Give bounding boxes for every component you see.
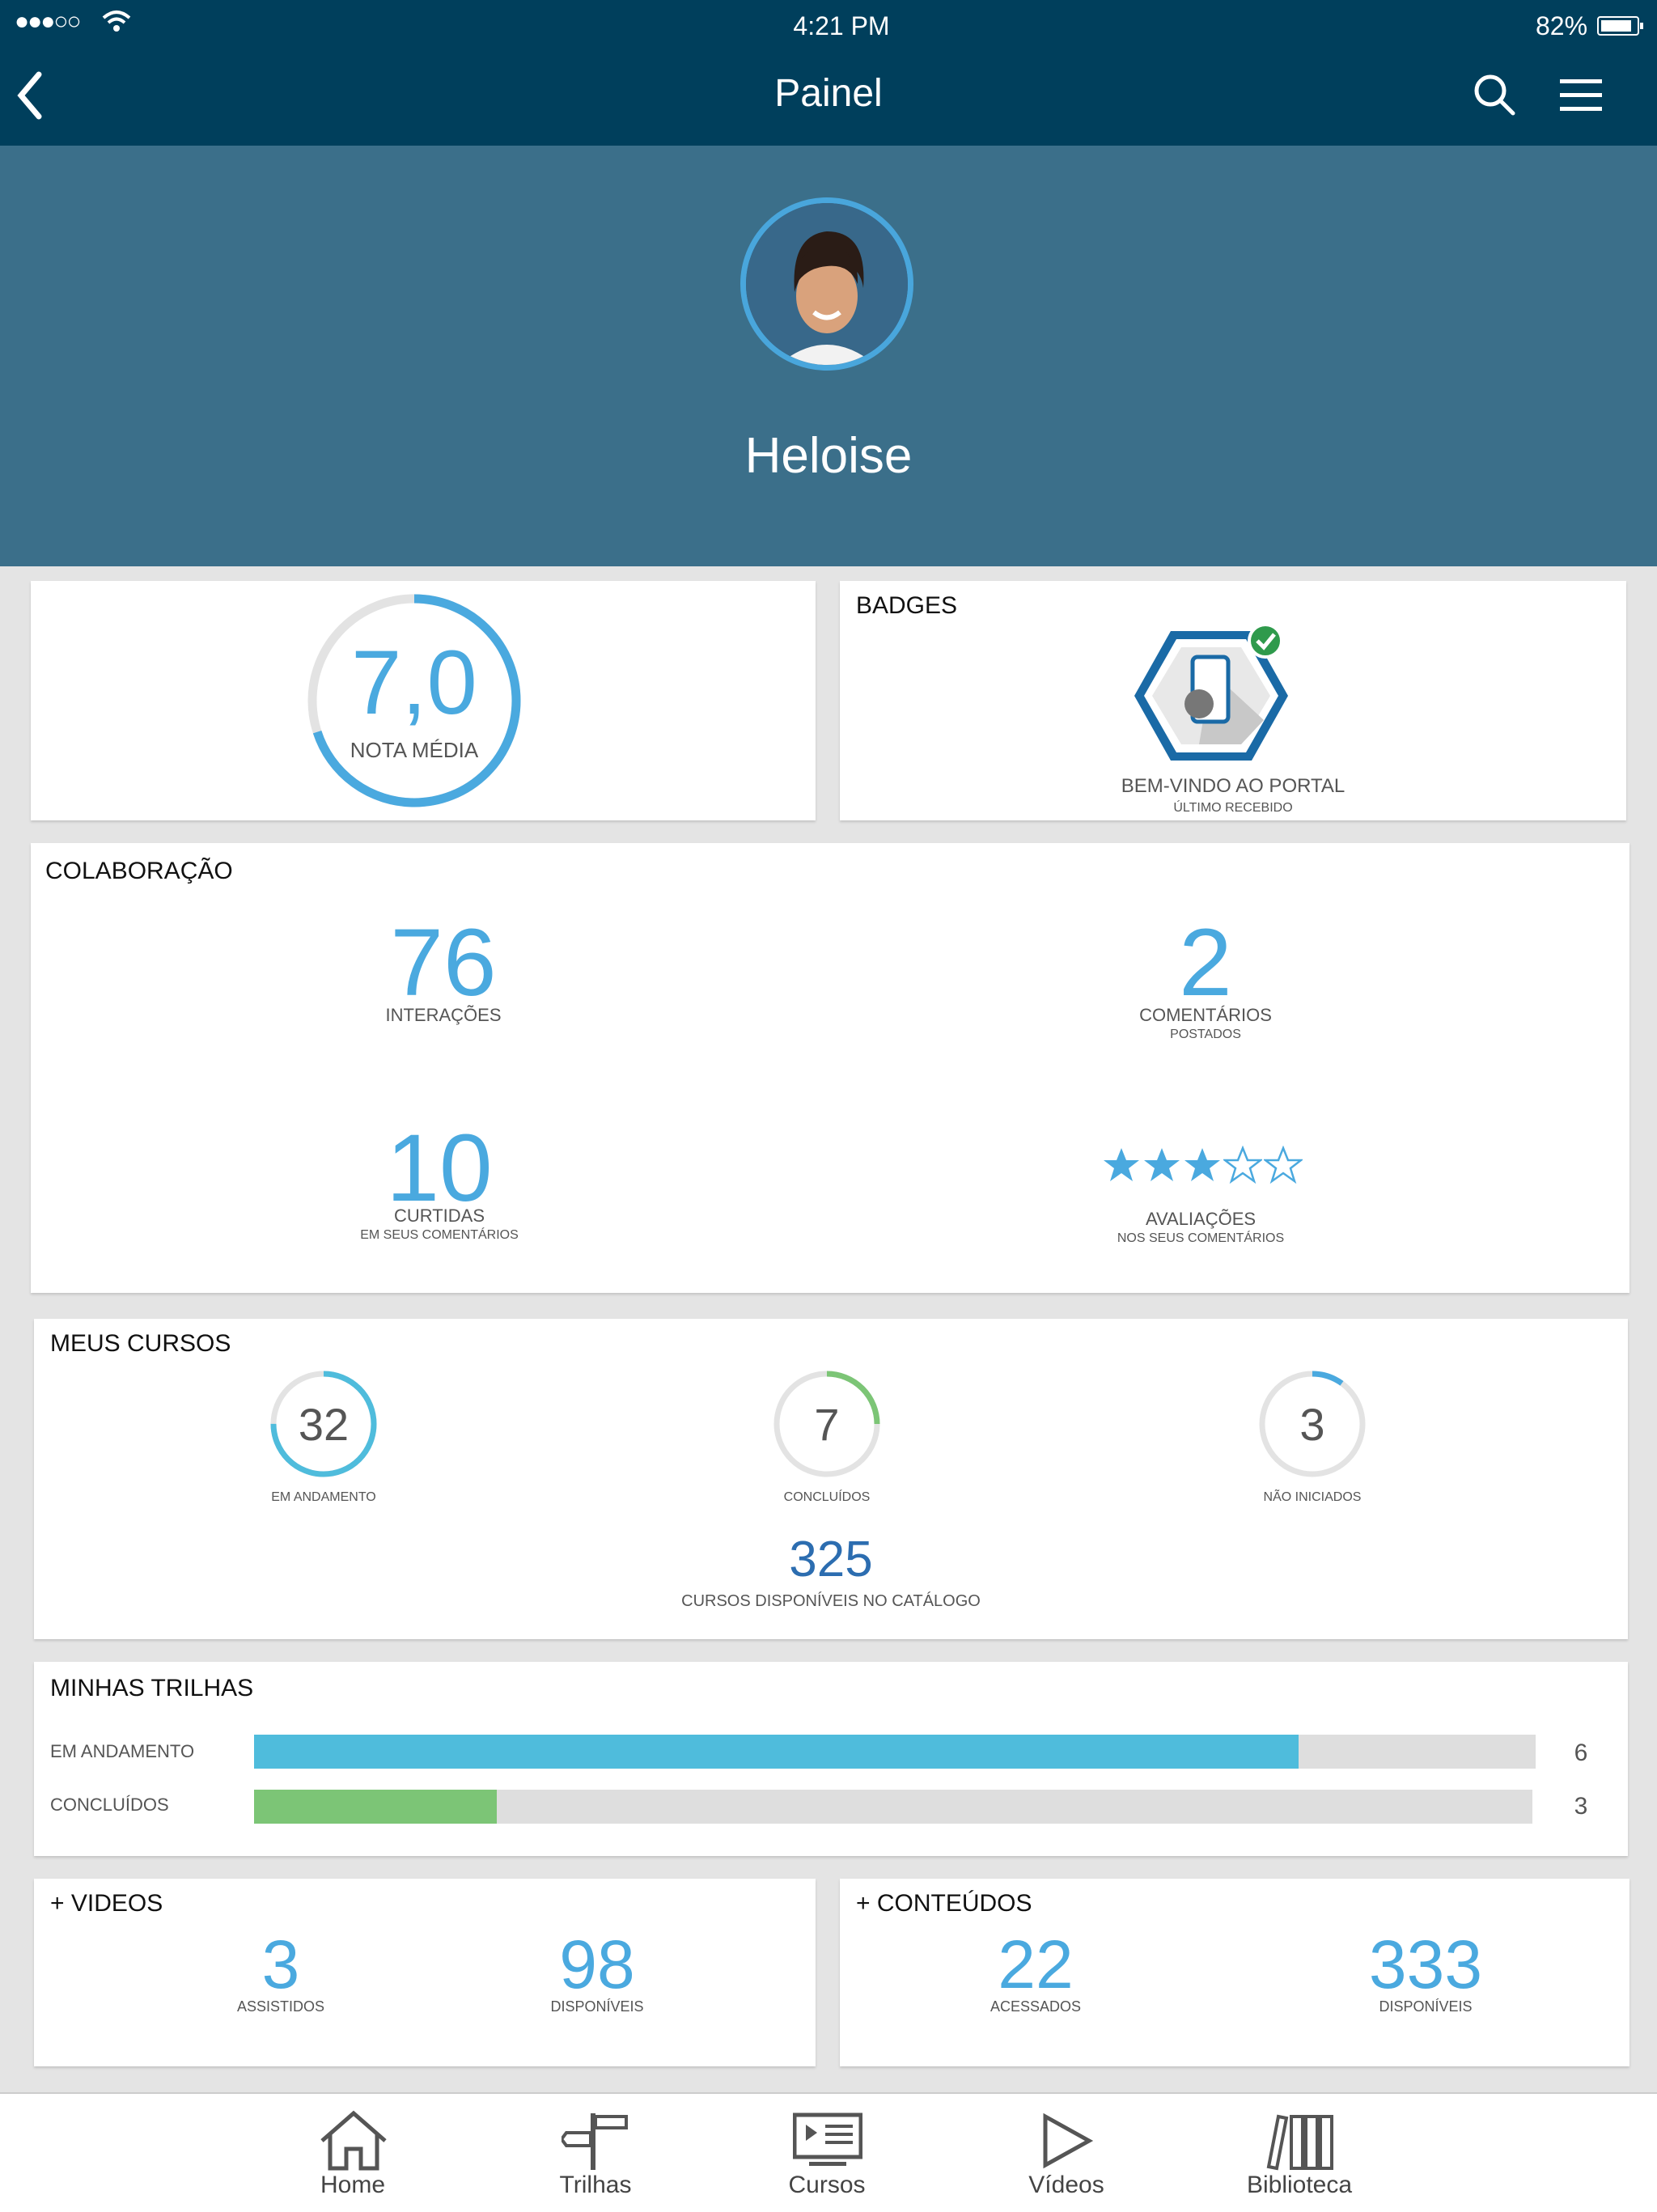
catalog-value: 325 <box>789 1532 873 1587</box>
search-icon[interactable] <box>1473 73 1516 117</box>
comments-sub: POSTADOS <box>1170 1028 1241 1041</box>
tab-home-label: Home <box>320 2172 386 2198</box>
contents-card[interactable]: + CONTEÚDOS 22 ACESSADOS 333 DISPONÍVEIS <box>840 1879 1629 2066</box>
phone-badge-icon <box>1134 623 1288 761</box>
home-icon <box>320 2110 387 2171</box>
signpost-icon <box>562 2113 628 2170</box>
tab-trilhas-label: Trilhas <box>559 2172 632 2198</box>
videos-title: + VIDEOS <box>50 1890 163 1917</box>
trail-in-progress-fill <box>254 1735 1299 1769</box>
grade-ring <box>307 594 521 807</box>
collab-title: COLABORAÇÃO <box>45 858 233 884</box>
ratings-sub: NOS SEUS COMENTÁRIOS <box>1117 1231 1285 1245</box>
tab-videos[interactable]: Vídeos <box>985 2094 1147 2212</box>
trail-in-progress-bar <box>254 1735 1536 1769</box>
grade-value: 7,0 <box>351 632 477 733</box>
nav-bar: ●●●○○ 4:21 PM 82% Painel <box>0 0 1657 146</box>
trail-completed-label: CONCLUÍDOS <box>50 1795 169 1815</box>
completed-value: 7 <box>814 1399 840 1450</box>
tab-biblioteca[interactable]: Biblioteca <box>1218 2094 1380 2212</box>
profile-name: Heloise <box>744 428 913 484</box>
not-started-label: NÃO INICIADOS <box>1263 1490 1362 1504</box>
signal-icon: ●●●○○ <box>15 8 82 35</box>
star-empty-icon <box>1222 1145 1264 1184</box>
course-screen-icon <box>793 2112 862 2166</box>
grade-card: 7,0 NOTA MÉDIA <box>31 581 816 820</box>
star-filled-icon <box>1184 1148 1220 1181</box>
trail-completed-bar <box>254 1790 1532 1824</box>
not-started-value: 3 <box>1299 1399 1325 1450</box>
rating-stars <box>1102 1145 1312 1186</box>
likes-label: CURTIDAS <box>393 1206 485 1226</box>
trail-in-progress-label: EM ANDAMENTO <box>50 1741 195 1761</box>
catalog-label: CURSOS DISPONÍVEIS NO CATÁLOGO <box>681 1592 981 1610</box>
in-progress-value: 32 <box>298 1399 350 1450</box>
in-progress-ring <box>270 1371 377 1477</box>
contents-available-value: 333 <box>1368 1926 1483 2002</box>
tab-cursos-label: Cursos <box>788 2172 866 2198</box>
page-title: Painel <box>774 72 883 115</box>
videos-card[interactable]: + VIDEOS 3 ASSISTIDOS 98 DISPONÍVEIS <box>34 1879 816 2066</box>
grade-label: NOTA MÉDIA <box>350 738 479 762</box>
not-started-ring <box>1259 1371 1366 1477</box>
in-progress-label: EM ANDAMENTO <box>271 1490 376 1504</box>
badge-sub: ÚLTIMO RECEBIDO <box>1173 801 1293 815</box>
status-time: 4:21 PM <box>793 11 890 40</box>
contents-accessed-value: 22 <box>998 1926 1074 2002</box>
videos-watched-label: ASSISTIDOS <box>236 1998 325 2015</box>
completed-ring <box>773 1371 880 1477</box>
badges-title: BADGES <box>856 592 958 619</box>
comments-label: COMENTÁRIOS <box>1139 1005 1272 1025</box>
courses-card: MEUS CURSOS 32 EM ANDAMENTO 7 CONCLUÍDOS… <box>34 1319 1628 1639</box>
tab-trilhas[interactable]: Trilhas <box>515 2094 676 2212</box>
completed-label: CONCLUÍDOS <box>783 1490 871 1504</box>
star-filled-icon <box>1104 1148 1139 1181</box>
library-icon <box>1266 2114 1333 2171</box>
videos-available-value: 98 <box>559 1926 635 2002</box>
tab-biblioteca-label: Biblioteca <box>1246 2172 1353 2198</box>
trail-completed-count: 3 <box>1574 1793 1588 1820</box>
contents-accessed-label: ACESSADOS <box>990 1998 1082 2015</box>
tab-bar: Home Trilhas Cursos Vídeos <box>0 2092 1657 2212</box>
play-icon <box>1043 2112 1094 2169</box>
interactions-value: 76 <box>390 909 497 1016</box>
badge-name: BEM-VINDO AO PORTAL <box>1121 775 1346 797</box>
likes-value: 10 <box>386 1115 493 1222</box>
likes-sub: EM SEUS COMENTÁRIOS <box>360 1228 519 1242</box>
comments-value: 2 <box>1179 909 1232 1016</box>
videos-watched-value: 3 <box>261 1926 300 2002</box>
star-filled-icon <box>1144 1148 1180 1181</box>
trail-completed-fill <box>254 1790 498 1824</box>
courses-title: MEUS CURSOS <box>50 1330 231 1357</box>
star-empty-icon <box>1262 1145 1304 1184</box>
back-icon[interactable] <box>15 71 47 120</box>
ratings-label: AVALIAÇÕES <box>1145 1209 1257 1229</box>
menu-icon[interactable] <box>1560 78 1602 113</box>
avatar[interactable] <box>740 197 913 371</box>
battery-icon <box>1597 16 1643 36</box>
trails-title: MINHAS TRILHAS <box>50 1675 254 1701</box>
collaboration-card: COLABORAÇÃO 76 INTERAÇÕES 2 COMENTÁRIOS … <box>31 843 1629 1293</box>
badges-card[interactable]: BADGES BEM-VINDO AO PORTAL ÚLTIMO RECEBI… <box>840 581 1626 820</box>
tab-videos-label: Vídeos <box>1028 2172 1104 2198</box>
trail-in-progress-count: 6 <box>1574 1740 1588 1766</box>
tab-cursos[interactable]: Cursos <box>746 2094 908 2212</box>
battery-percent: 82% <box>1536 11 1588 40</box>
videos-available-label: DISPONÍVEIS <box>550 1998 644 2015</box>
tab-home[interactable]: Home <box>272 2094 434 2212</box>
contents-title: + CONTEÚDOS <box>856 1890 1032 1917</box>
wifi-icon <box>102 11 131 32</box>
trails-card: MINHAS TRILHAS EM ANDAMENTO 6 CONCLUÍDOS… <box>34 1662 1628 1856</box>
contents-available-label: DISPONÍVEIS <box>1379 1998 1473 2015</box>
interactions-label: INTERAÇÕES <box>385 1005 502 1025</box>
